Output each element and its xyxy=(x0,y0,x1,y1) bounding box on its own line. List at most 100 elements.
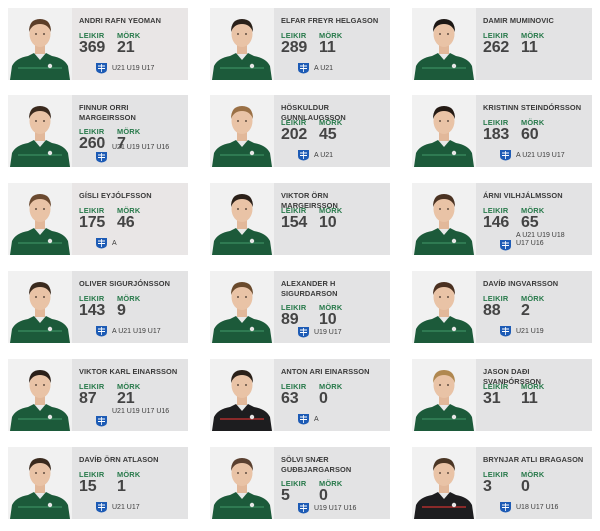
player-card[interactable]: ANDRI RAFN YEOMAN LEIKIR MÖRK 369 21 U21 U19 … xyxy=(8,8,188,80)
national-teams: U21 U19 xyxy=(516,328,544,335)
player-name: SÖLVI SNÆR GUÐBJARGARSON xyxy=(281,455,352,474)
player-photo xyxy=(210,95,274,167)
goals-label: MÖRK xyxy=(521,294,545,303)
player-card[interactable]: BRYNJAR ATLI BRAGASON LEIKIR MÖRK 3 0 U18 U17… xyxy=(412,447,592,519)
national-teams: A U21 xyxy=(314,65,334,72)
games-label: LEIKIR xyxy=(483,382,509,391)
goals-label: MÖRK xyxy=(521,31,545,40)
games-label: LEIKIR xyxy=(281,206,307,215)
goals-value: 10 xyxy=(319,214,337,231)
player-name: HÖSKULDUR GUNNLAUGSSON xyxy=(281,103,346,122)
goals-value: 46 xyxy=(117,214,135,231)
games-value: 89 xyxy=(281,311,299,328)
games-label: LEIKIR xyxy=(483,470,509,479)
goals-value: 60 xyxy=(521,126,539,143)
player-photo xyxy=(210,359,274,431)
games-value: 183 xyxy=(483,126,510,143)
games-label: LEIKIR xyxy=(281,382,307,391)
player-photo xyxy=(210,447,274,519)
player-card[interactable]: DAMIR MUMINOVIC LEIKIR MÖRK 262 11 xyxy=(412,8,592,80)
goals-value: 45 xyxy=(319,126,337,143)
player-name: VIKTOR ÖRN MARGEIRSSON xyxy=(281,191,338,210)
player-card[interactable]: ELFAR FREYR HELGASON LEIKIR MÖRK 289 11 A U21 xyxy=(210,8,390,80)
games-label: LEIKIR xyxy=(79,382,105,391)
player-photo xyxy=(8,8,72,80)
goals-label: MÖRK xyxy=(117,470,141,479)
player-photo xyxy=(412,95,476,167)
games-value: 262 xyxy=(483,39,510,56)
ksi-logo-icon xyxy=(298,414,309,425)
goals-value: 65 xyxy=(521,214,539,231)
national-teams: U19 U17 xyxy=(314,329,342,336)
player-photo xyxy=(210,271,274,343)
player-card[interactable]: HÖSKULDUR GUNNLAUGSSON LEIKIR MÖRK 202 45 A U… xyxy=(210,95,390,167)
goals-label: MÖRK xyxy=(117,127,141,136)
goals-label: MÖRK xyxy=(521,118,545,127)
goals-label: MÖRK xyxy=(521,382,545,391)
ksi-logo-icon xyxy=(96,502,107,513)
games-value: 3 xyxy=(483,478,492,495)
games-value: 5 xyxy=(281,487,290,504)
player-card[interactable]: KRISTINN STEINDÓRSSON LEIKIR MÖRK 183 60 A U2… xyxy=(412,95,592,167)
player-card[interactable]: VIKTOR ÖRN MARGEIRSSON LEIKIR MÖRK 154 10 xyxy=(210,183,390,255)
games-label: LEIKIR xyxy=(79,294,105,303)
goals-label: MÖRK xyxy=(319,479,343,488)
player-card[interactable]: ALEXANDER H SIGURDARSON LEIKIR MÖRK 89 10 U19… xyxy=(210,271,390,343)
goals-label: MÖRK xyxy=(319,206,343,215)
goals-value: 11 xyxy=(521,390,538,407)
player-card[interactable]: ÁRNI VILHJÁLMSSON LEIKIR MÖRK 146 65 A U21 U1… xyxy=(412,183,592,255)
goals-value: 11 xyxy=(319,39,336,56)
games-value: 31 xyxy=(483,390,501,407)
player-name: BRYNJAR ATLI BRAGASON xyxy=(483,455,584,464)
player-card[interactable]: GÍSLI EYJÓLFSSON LEIKIR MÖRK 175 46 A xyxy=(8,183,188,255)
national-teams: U21 U17 xyxy=(112,504,140,511)
player-name: DAMIR MUMINOVIC xyxy=(483,16,554,25)
player-name: OLIVER SIGURJÓNSSON xyxy=(79,279,171,288)
games-value: 143 xyxy=(79,302,106,319)
player-photo xyxy=(8,359,72,431)
ksi-logo-icon xyxy=(96,63,107,74)
player-photo xyxy=(8,271,72,343)
player-card[interactable]: FINNUR ORRI MARGEIRSSON LEIKIR MÖRK 260 7 U21… xyxy=(8,95,188,167)
player-card[interactable]: JASON DAÐI SVANÞÓRSSON LEIKIR MÖRK 31 11 xyxy=(412,359,592,431)
national-teams: U21 U19 U17 xyxy=(112,65,155,72)
goals-value: 9 xyxy=(117,302,126,319)
games-value: 260 xyxy=(79,135,106,152)
goals-label: MÖRK xyxy=(319,303,343,312)
goals-value: 2 xyxy=(521,302,530,319)
games-label: LEIKIR xyxy=(483,31,509,40)
ksi-logo-icon xyxy=(500,240,511,251)
games-label: LEIKIR xyxy=(281,479,307,488)
national-teams: U21 U19 U17 U16 xyxy=(112,144,170,151)
player-card[interactable]: DAVÍÐ ÖRN ATLASON LEIKIR MÖRK 15 1 U21 U17 xyxy=(8,447,188,519)
player-photo xyxy=(210,183,274,255)
goals-label: MÖRK xyxy=(521,470,545,479)
ksi-logo-icon xyxy=(96,416,107,427)
ksi-logo-icon xyxy=(500,150,511,161)
games-value: 63 xyxy=(281,390,299,407)
goals-value: 21 xyxy=(117,390,135,407)
games-label: LEIKIR xyxy=(281,118,307,127)
games-value: 289 xyxy=(281,39,308,56)
player-photo xyxy=(8,183,72,255)
player-card[interactable]: ANTON ARI EINARSSON LEIKIR MÖRK 63 0 A xyxy=(210,359,390,431)
goals-label: MÖRK xyxy=(319,31,343,40)
player-name: ELFAR FREYR HELGASON xyxy=(281,16,379,25)
player-card[interactable]: DAVÍÐ INGVARSSON LEIKIR MÖRK 88 2 U21 U19 xyxy=(412,271,592,343)
goals-value: 0 xyxy=(319,487,328,504)
player-photo xyxy=(210,8,274,80)
games-label: LEIKIR xyxy=(483,294,509,303)
ksi-logo-icon xyxy=(500,502,511,513)
national-teams: A xyxy=(112,240,117,247)
player-name: DAVÍÐ INGVARSSON xyxy=(483,279,559,288)
player-card[interactable]: OLIVER SIGURJÓNSSON LEIKIR MÖRK 143 9 A U21 U… xyxy=(8,271,188,343)
ksi-logo-icon xyxy=(298,327,309,338)
games-label: LEIKIR xyxy=(281,303,307,312)
player-photo xyxy=(8,95,72,167)
player-name: VIKTOR KARL EINARSSON xyxy=(79,367,178,376)
goals-value: 21 xyxy=(117,39,135,56)
player-card[interactable]: VIKTOR KARL EINARSSON LEIKIR MÖRK 87 21 U21 U… xyxy=(8,359,188,431)
games-value: 369 xyxy=(79,39,106,56)
player-card[interactable]: SÖLVI SNÆR GUÐBJARGARSON LEIKIR MÖRK 5 0 U19 … xyxy=(210,447,390,519)
games-label: LEIKIR xyxy=(79,127,105,136)
